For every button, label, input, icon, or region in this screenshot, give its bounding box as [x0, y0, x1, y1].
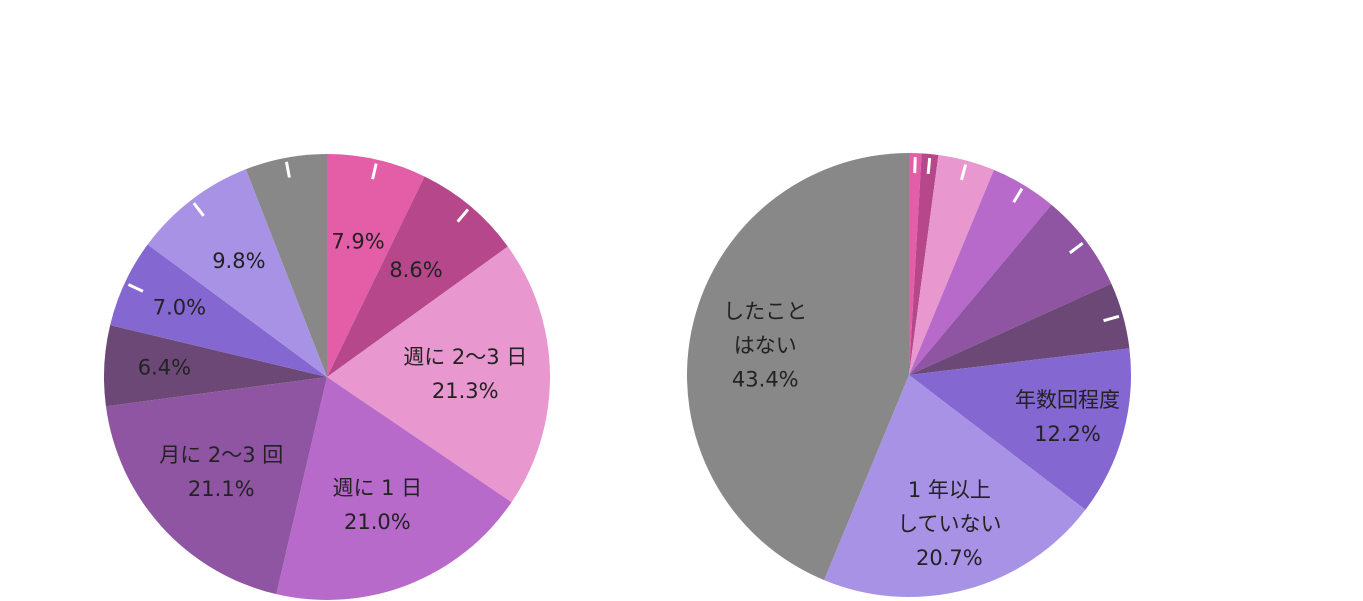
- pie2-slice-4: [909, 169, 1052, 375]
- pie1-slice-2-label: 8.6%: [389, 258, 442, 282]
- pie2-slice-5: [909, 204, 1112, 375]
- pie1-slice-2: [327, 176, 508, 377]
- pie1-slice-8: [147, 169, 327, 377]
- pie1-slice-6: [103, 325, 327, 407]
- pie2-leader-6: [1103, 314, 1120, 323]
- pie2-slice-9: [686, 153, 909, 581]
- pie1-leader-8: [192, 202, 205, 217]
- pie2-leader-3: [960, 164, 968, 181]
- pie2-slice-3: [909, 154, 994, 375]
- pie1-slice-9: [245, 154, 327, 377]
- pie2-slice-6: [909, 283, 1130, 375]
- pie1-slice-3: [327, 246, 550, 503]
- pie1-slice-8-label: 9.8%: [212, 249, 265, 273]
- pie1-slice-1-label: 7.9%: [331, 229, 384, 253]
- pie2-slice-7-label: 年数回程度 12.2%: [1015, 388, 1120, 446]
- pie1-slice-3-label: 週に 2〜3 日 21.3%: [403, 345, 527, 403]
- pie1-leader-7: [127, 283, 144, 293]
- pie1-slice-7: [110, 244, 327, 377]
- pie2-slice-7: [909, 348, 1132, 510]
- pie2-leader-2: [926, 157, 932, 175]
- pie1-slice-7-label: 7.0%: [153, 295, 206, 319]
- pie2-leader-4: [1012, 187, 1024, 204]
- pie2-slice-1: [909, 153, 922, 375]
- pie1-slice-4-label: 週に 1 日 21.0%: [332, 476, 422, 534]
- pie1-leader-9: [284, 161, 291, 178]
- pie1-leader-2: [456, 208, 470, 223]
- pie2-slice-8: [824, 375, 1086, 597]
- pie2-slice-9-label: したことはない 43.4%: [723, 299, 807, 391]
- pie1-slice-1: [327, 154, 425, 377]
- pie1-slice-4: [276, 377, 512, 600]
- pie1-slice-6-label: 6.4%: [138, 356, 191, 380]
- pie2-slice-2: [909, 153, 939, 375]
- pie2-slice-8-label: 1 年以上していない 20.7%: [897, 478, 1001, 570]
- pie2-leader-5: [1068, 242, 1084, 255]
- pie1-slice-5-label: 月に 2〜3 回 21.1%: [159, 443, 283, 501]
- pie1-slice-5: [105, 377, 328, 595]
- pie1-leader-1: [371, 163, 378, 180]
